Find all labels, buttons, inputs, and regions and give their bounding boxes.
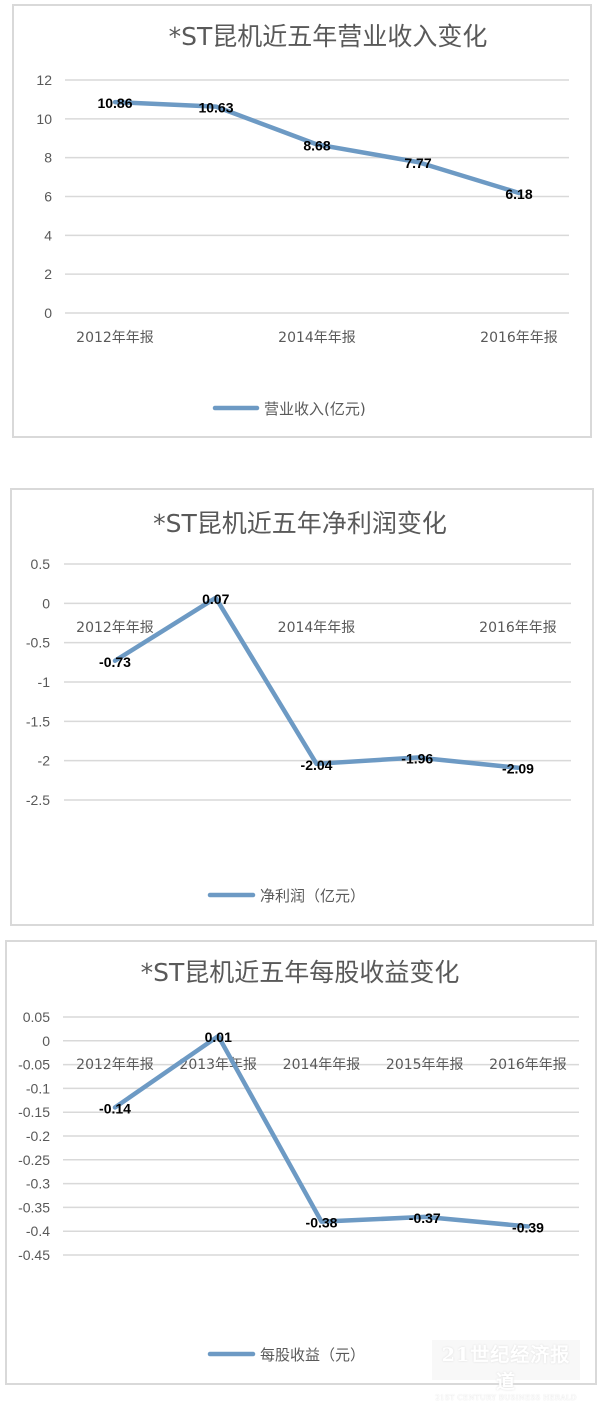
chart-1: *ST昆机近五年营业收入变化 12 10 8 6 4 2 0 2012年年报 2014年年报 201… xyxy=(36,22,569,418)
chart-title: *ST昆机近五年营业收入变化 xyxy=(169,22,488,51)
y-tick-label: 4 xyxy=(44,227,52,243)
x-tick-label: 2016年年报 xyxy=(480,330,558,346)
data-label: -2.09 xyxy=(502,761,534,777)
legend-label: 营业收入(亿元) xyxy=(264,400,366,418)
y-tick-label: -0.25 xyxy=(18,1152,50,1168)
watermark-subtitle: 21ST CENTURY BUSINESS HERALD xyxy=(432,1394,580,1402)
x-tick-label: 2013年年报 xyxy=(179,1057,257,1073)
x-tick-label: 2015年年报 xyxy=(386,1057,464,1073)
y-tick-label: -0.05 xyxy=(18,1057,50,1073)
data-label: -0.38 xyxy=(306,1215,338,1231)
y-tick-label: -2.5 xyxy=(26,792,50,808)
watermark-title: 21世纪经济报道 xyxy=(432,1340,580,1394)
y-tick-label: -0.5 xyxy=(26,635,50,651)
y-tick-label: -1.5 xyxy=(26,713,50,729)
y-tick-label: -0.2 xyxy=(26,1128,50,1144)
y-tick-label: -0.4 xyxy=(26,1223,50,1239)
x-tick-label: 2012年年报 xyxy=(76,620,154,636)
data-label: -0.37 xyxy=(409,1210,441,1226)
data-label: 10.63 xyxy=(198,100,233,116)
legend-label: 每股收益（元） xyxy=(260,1346,365,1364)
y-tick-label: 6 xyxy=(44,189,52,205)
data-label: 10.86 xyxy=(97,95,132,111)
data-label: -0.39 xyxy=(512,1219,544,1235)
y-tick-label: -0.3 xyxy=(26,1176,50,1192)
legend-label: 净利润（亿元） xyxy=(260,887,365,905)
y-tick-label: -0.35 xyxy=(18,1199,50,1215)
chart-title: *ST昆机近五年净利润变化 xyxy=(153,509,447,538)
data-label: 0.01 xyxy=(205,1029,232,1045)
y-tick-label: 12 xyxy=(36,72,52,88)
data-label: 7.77 xyxy=(404,155,431,171)
y-tick-label: -0.45 xyxy=(18,1247,50,1263)
y-tick-label: -0.15 xyxy=(18,1104,50,1120)
data-label: 0.07 xyxy=(202,591,229,607)
y-tick-label: -1 xyxy=(38,674,51,690)
x-tick-label: 2014年年报 xyxy=(278,620,356,636)
y-tick-label: 0.05 xyxy=(23,1009,50,1025)
y-tick-label: 2 xyxy=(44,266,52,282)
watermark-logo: 21世纪经济报道 21ST CENTURY BUSINESS HERALD xyxy=(432,1340,580,1380)
x-tick-label: 2016年年报 xyxy=(479,620,557,636)
data-label: 6.18 xyxy=(505,186,532,202)
y-tick-label: -0.1 xyxy=(26,1080,50,1096)
data-label: -1.96 xyxy=(401,751,433,767)
data-label: -0.73 xyxy=(99,654,131,670)
x-tick-label: 2012年年报 xyxy=(76,330,154,346)
y-tick-label: 10 xyxy=(36,111,52,127)
data-label: -2.04 xyxy=(301,757,333,773)
y-tick-label: 0 xyxy=(44,305,52,321)
chart-title: *ST昆机近五年每股收益变化 xyxy=(141,958,460,987)
x-tick-label: 2016年年报 xyxy=(489,1057,567,1073)
chart-3: *ST昆机近五年每股收益变化 0.05 0 -0.05 -0.1 -0.15 -0.2 -0.… xyxy=(18,958,579,1364)
y-tick-label: -2 xyxy=(38,753,51,769)
data-label: -0.14 xyxy=(99,1100,131,1116)
y-tick-label: 0 xyxy=(42,595,50,611)
x-tick-label: 2014年年报 xyxy=(283,1057,361,1073)
x-tick-label: 2012年年报 xyxy=(76,1057,154,1073)
y-tick-label: 0.5 xyxy=(31,556,51,572)
chart-2: *ST昆机近五年净利润变化 0.5 0 -0.5 -1 -1.5 -2 -2.5 2012年年报… xyxy=(26,509,571,905)
y-tick-label: 0 xyxy=(42,1033,50,1049)
y-tick-label: 8 xyxy=(44,150,52,166)
data-label: 8.68 xyxy=(303,137,330,153)
x-tick-label: 2014年年报 xyxy=(278,330,356,346)
